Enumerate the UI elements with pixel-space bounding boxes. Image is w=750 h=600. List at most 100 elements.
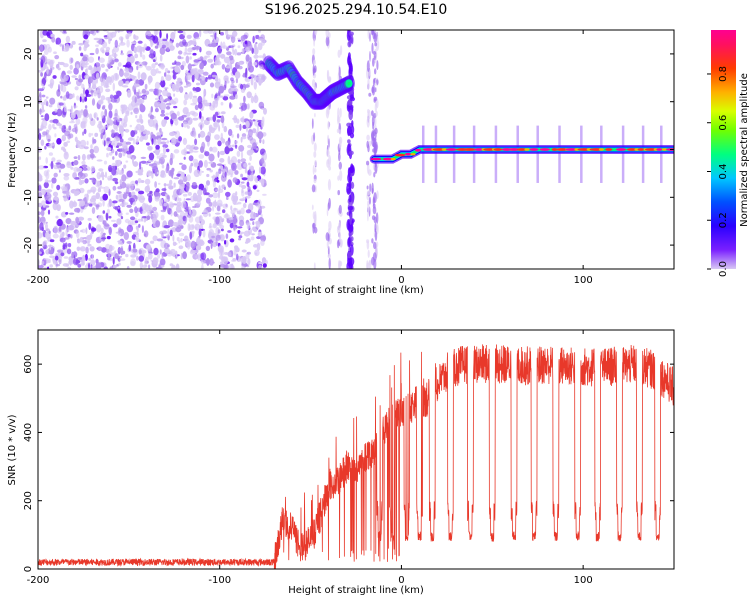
noise-blob: [63, 74, 69, 82]
noise-blob: [235, 124, 240, 128]
noise-blob: [39, 44, 44, 53]
noise-blob: [86, 193, 89, 202]
noise-blob: [48, 198, 52, 202]
noise-blob: [51, 157, 56, 163]
noise-blob: [237, 159, 241, 164]
noise-blob: [66, 161, 72, 169]
noise-blob: [163, 247, 170, 254]
fade-column-blob: [311, 79, 316, 88]
noise-blob: [89, 148, 95, 154]
fade-column-blob: [325, 35, 330, 47]
noise-blob: [114, 165, 118, 171]
noise-blob: [52, 191, 59, 197]
noise-blob: [149, 190, 153, 194]
noise-blob: [88, 222, 92, 230]
noise-blob: [65, 35, 71, 43]
streak-blob: [373, 54, 376, 61]
noise-blob: [201, 141, 206, 150]
colorbar-tick-label: 0.0: [718, 261, 729, 277]
noise-blob: [163, 202, 168, 207]
noise-blob: [47, 209, 51, 215]
noise-blob: [234, 170, 239, 175]
noise-blob: [123, 232, 129, 240]
noise-blob: [192, 192, 198, 200]
noise-blob: [122, 193, 128, 200]
noise-blob: [214, 134, 220, 141]
fade-column-blob: [327, 159, 330, 165]
noise-blob: [48, 152, 54, 156]
noise-blob: [147, 211, 151, 216]
noise-blob: [225, 30, 229, 36]
noise-blob: [236, 150, 241, 157]
noise-blob: [121, 104, 128, 111]
noise-blob: [70, 112, 76, 119]
noise-blob: [82, 87, 86, 96]
noise-blob: [112, 200, 118, 204]
noise-blob: [103, 186, 110, 194]
noise-blob: [166, 195, 170, 200]
noise-blob: [145, 65, 152, 71]
noise-blob: [115, 194, 119, 200]
fade-column-blob: [368, 169, 372, 176]
noise-blob: [185, 185, 190, 193]
noise-blob: [138, 190, 145, 195]
noise-blob: [253, 54, 259, 59]
noise-blob: [105, 88, 111, 93]
streak-blob: [373, 96, 378, 102]
noise-blob: [108, 215, 112, 219]
snr-frame: [37, 329, 675, 570]
noise-blob: [184, 92, 189, 101]
streak-blob: [347, 139, 351, 144]
noise-blob: [236, 52, 242, 56]
noise-blob: [187, 47, 193, 53]
noise-blob: [128, 191, 132, 198]
noise-blob: [129, 78, 133, 82]
fade-column-blob: [314, 167, 317, 173]
noise-blob: [70, 220, 77, 226]
noise-blob: [95, 192, 101, 200]
noise-blob: [56, 159, 62, 163]
noise-blob: [130, 258, 137, 267]
fade-column-blob: [368, 196, 371, 205]
noise-blob: [125, 61, 132, 68]
noise-blob: [195, 82, 201, 86]
noise-blob: [156, 149, 160, 155]
noise-blob: [225, 233, 229, 239]
noise-blob: [237, 39, 241, 42]
noise-blob: [261, 80, 264, 83]
noise-blob: [72, 93, 75, 97]
fade-column-blob: [337, 107, 340, 120]
noise-blob: [100, 132, 103, 140]
noise-blob: [250, 210, 254, 219]
noise-blob: [247, 135, 254, 141]
fade-column-blob: [340, 240, 342, 248]
streak-blob: [347, 206, 354, 211]
noise-blob: [134, 206, 138, 214]
noise-blob: [256, 242, 261, 251]
noise-blob: [189, 110, 196, 115]
noise-blob: [208, 126, 213, 133]
noise-blob: [101, 237, 107, 240]
noise-blob: [119, 42, 126, 46]
noise-blob: [108, 119, 114, 126]
noise-blob: [61, 134, 66, 142]
noise-blob: [138, 255, 145, 262]
noise-blob: [128, 67, 132, 73]
noise-blob: [106, 235, 111, 240]
noise-blob: [137, 71, 141, 80]
noise-blob: [208, 229, 215, 237]
noise-blob: [233, 214, 237, 223]
streak-blob: [371, 42, 374, 54]
noise-blob: [85, 227, 88, 234]
spectrogram-xtick-label: -200: [27, 275, 50, 286]
streak-blob: [370, 30, 374, 36]
noise-blob: [218, 85, 225, 94]
noise-blob: [45, 223, 48, 230]
noise-blob: [239, 219, 245, 227]
noise-blob: [77, 239, 81, 244]
noise-blob: [244, 71, 248, 78]
noise-blob: [53, 172, 58, 178]
noise-blob: [210, 241, 213, 249]
noise-blob: [134, 96, 137, 103]
noise-blob: [241, 48, 245, 53]
